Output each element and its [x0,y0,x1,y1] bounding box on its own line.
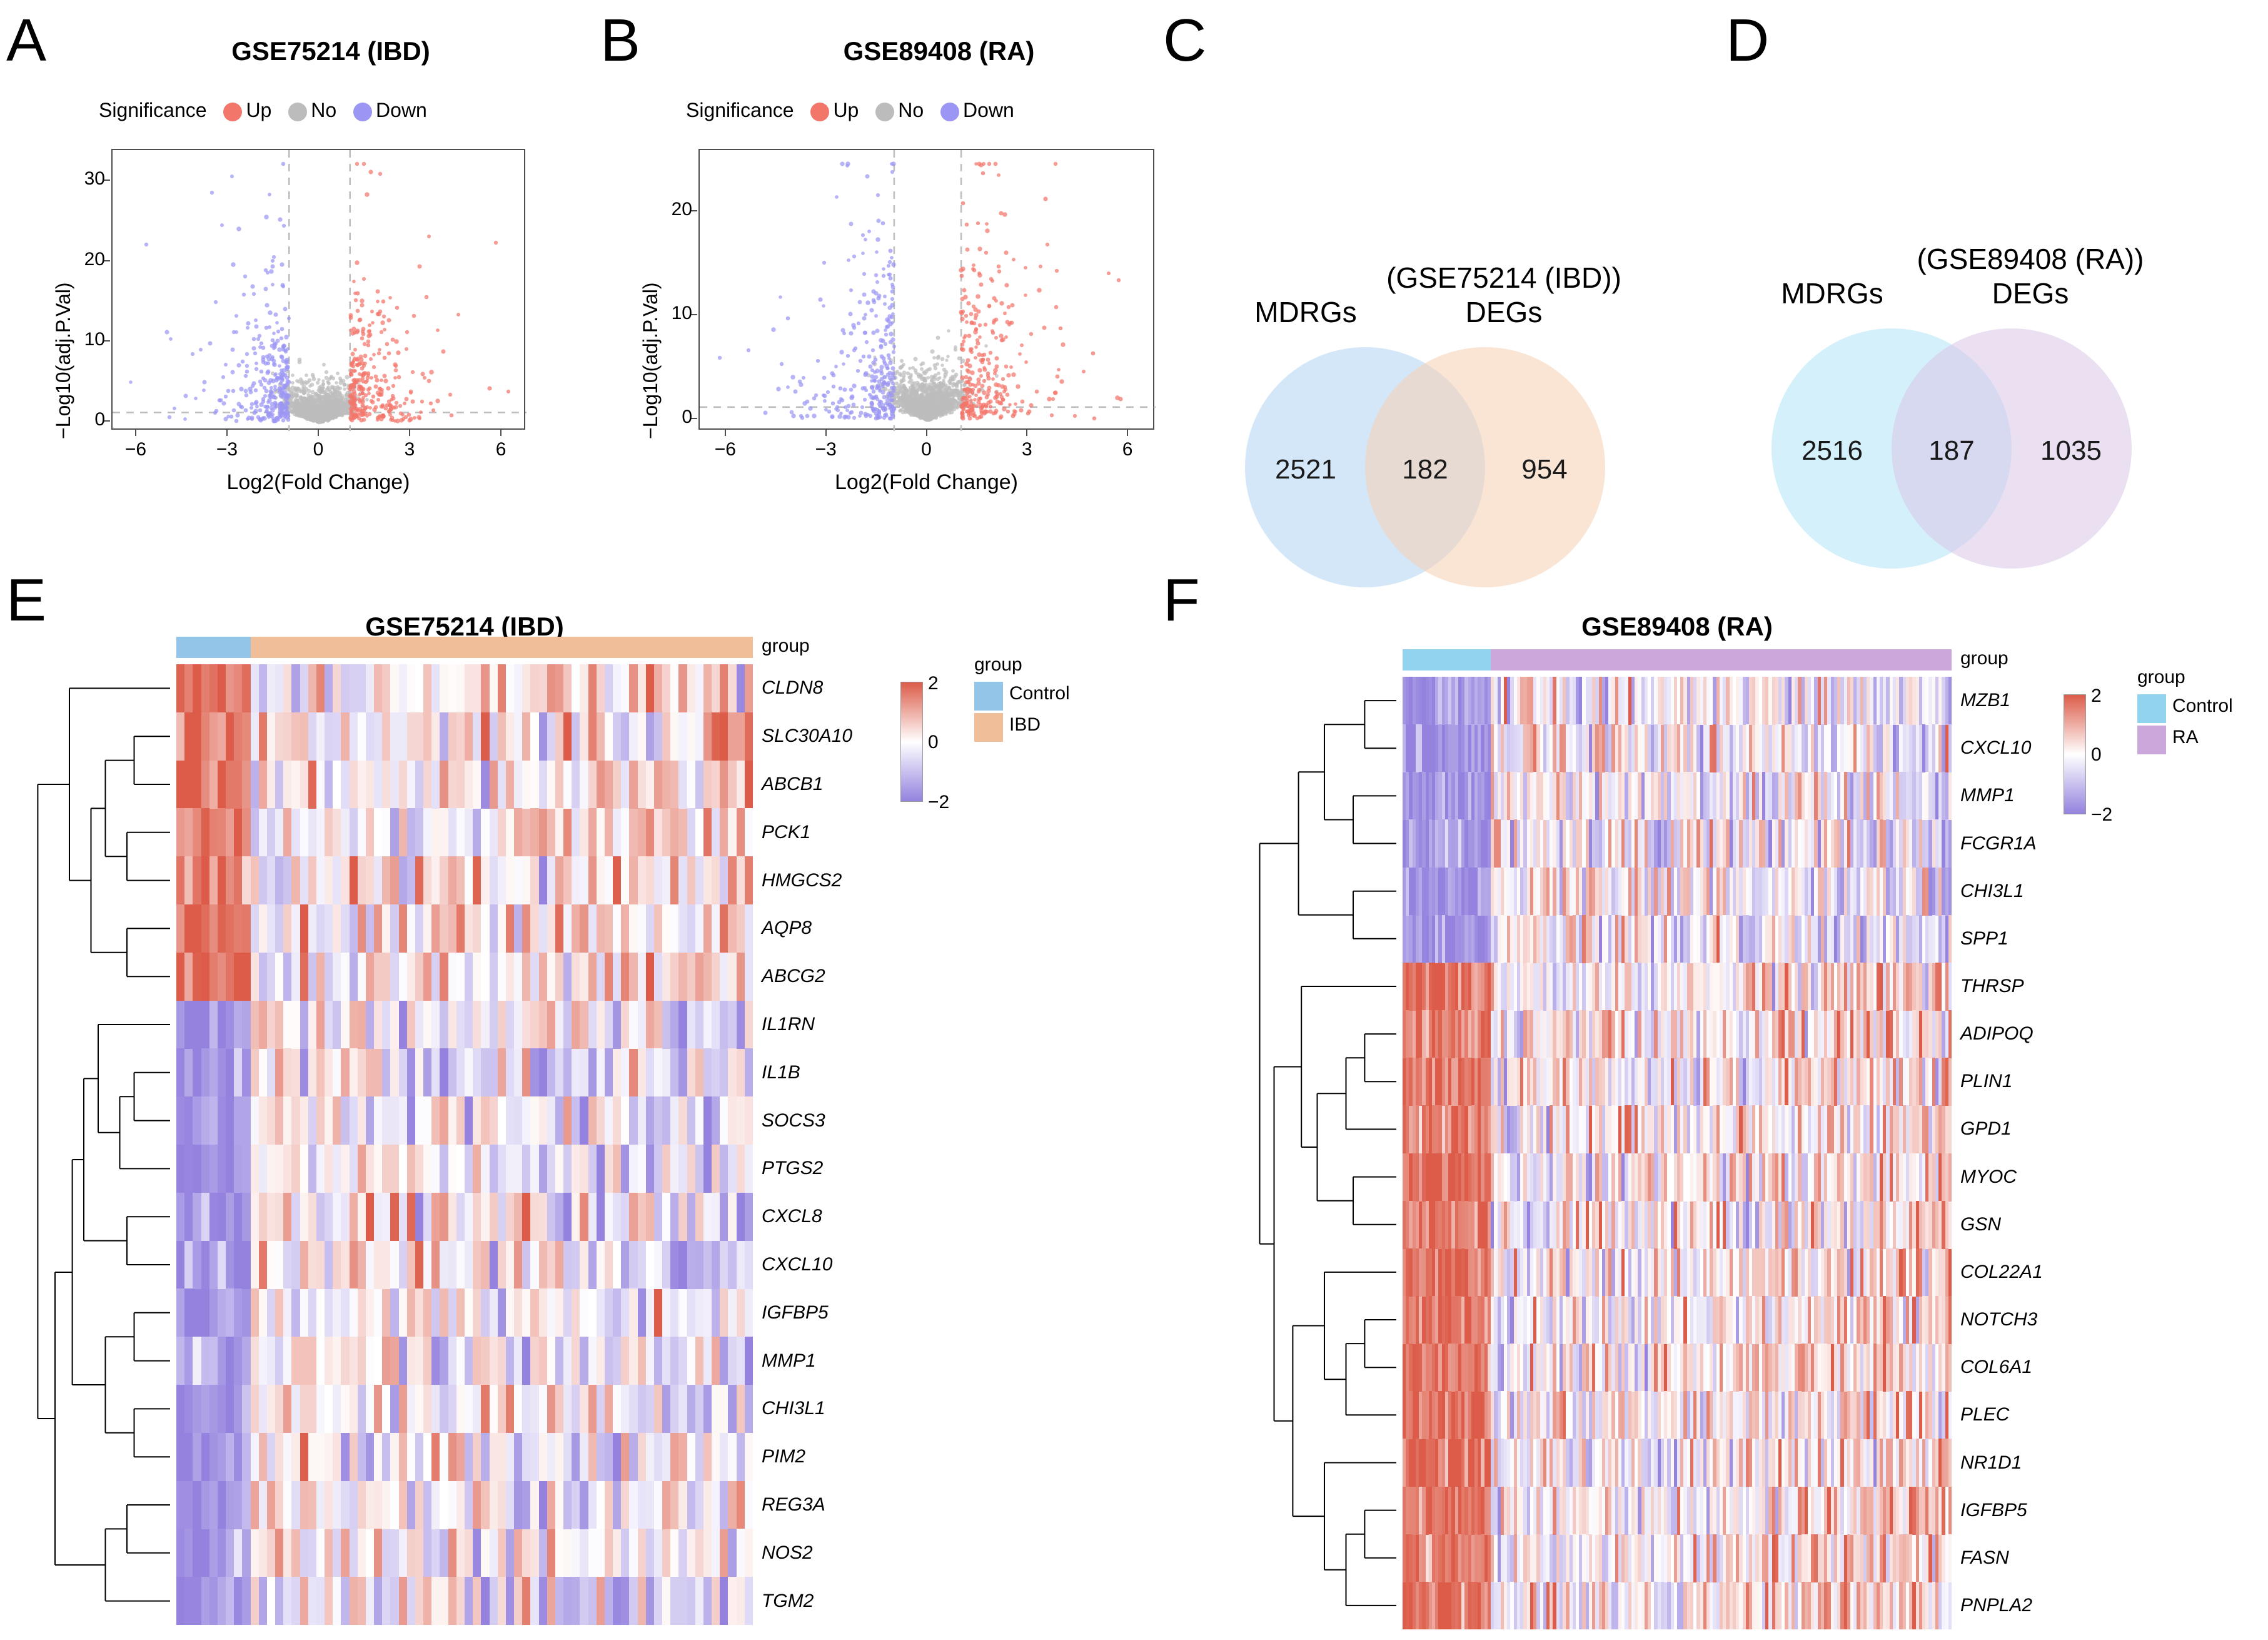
svg-text:182: 182 [1402,454,1448,485]
svg-text:2521: 2521 [1275,454,1336,485]
svg-text:DEGs: DEGs [1992,277,2069,310]
svg-text:187: 187 [1928,435,1974,466]
svg-text:2516: 2516 [1802,435,1863,466]
svg-text:1035: 1035 [2040,435,2102,466]
svg-text:(GSE89408 (RA)): (GSE89408 (RA)) [1917,243,2144,275]
svg-text:MDRGs: MDRGs [1254,296,1357,328]
svg-text:(GSE75214 (IBD)): (GSE75214 (IBD)) [1386,261,1621,294]
svg-text:MDRGs: MDRGs [1781,277,1883,310]
svg-text:DEGs: DEGs [1466,296,1543,328]
svg-text:954: 954 [1521,454,1567,485]
